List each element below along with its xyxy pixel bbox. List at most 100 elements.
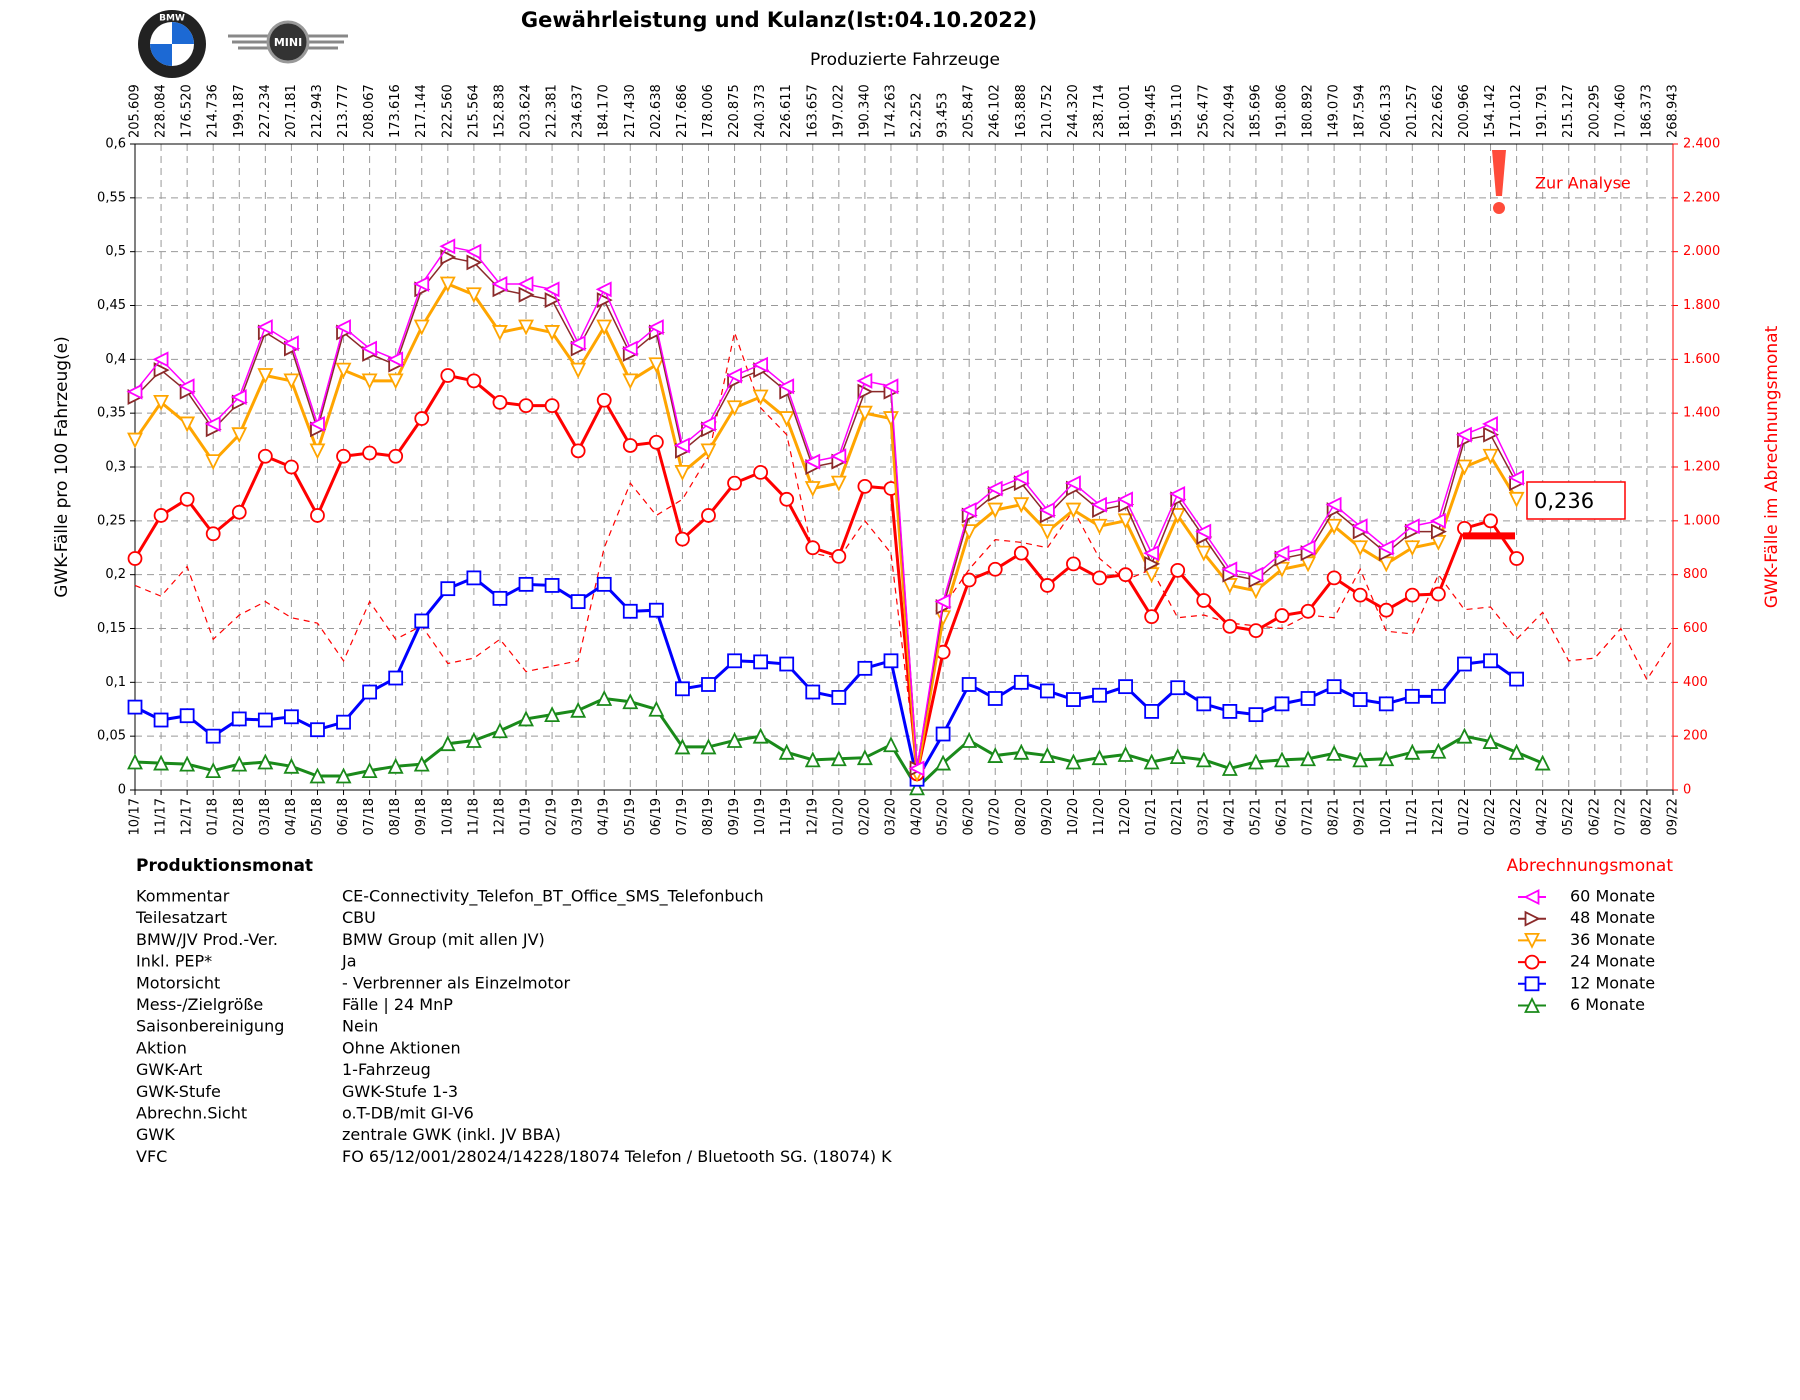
bmw-quarters [150,22,194,66]
marker [1039,578,1055,593]
x-tick-label: 02/19 [545,798,560,835]
x-tick-label: 03/20 [883,798,898,835]
info-key: Abrechn.Sicht [136,1104,247,1123]
marker [1247,583,1264,600]
production-count: 93.453 [936,93,951,139]
marker [987,502,1004,519]
marker [256,319,273,335]
marker [752,389,769,406]
marker [1524,976,1540,992]
production-count: 199.187 [232,84,247,138]
info-value: Ohne Aktionen [342,1038,461,1057]
marker [726,367,742,384]
y2-tick-label: 600 [1683,621,1708,636]
x-tick-label: 03/21 [1196,798,1211,835]
marker [1509,671,1524,687]
x-tick-label: 11/21 [1405,798,1420,835]
marker [1403,518,1420,535]
x-tick-label: 05/22 [1561,798,1576,835]
legend-label: 12 Monate [1570,973,1655,992]
info-header: Produktionsmonat [136,856,313,876]
marker [1222,704,1238,719]
marker [127,432,143,449]
marker [1352,692,1368,707]
marker [153,362,170,379]
marker [465,243,482,260]
x-tick-label: 06/18 [336,798,351,835]
production-count: 181.001 [1118,84,1133,138]
x-tick-label: 12/20 [1118,798,1133,835]
production-count: 206.133 [1379,84,1394,138]
marker [1117,745,1134,762]
y2-tick-label: 1.000 [1683,513,1720,528]
production-count: 215.127 [1561,84,1576,138]
x-tick-label: 05/18 [310,798,325,835]
marker [491,325,508,341]
y-tick-label: 0,6 [105,137,126,152]
marker [518,286,535,303]
x-tick-label: 09/18 [414,798,429,835]
marker [1144,704,1160,719]
marker [466,373,482,389]
marker [257,753,274,770]
y2-tick-label: 2.200 [1683,190,1720,205]
x-tick-label: 01/19 [519,798,534,835]
marker [1378,602,1394,618]
marker [1430,534,1447,551]
legend-label: 48 Monate [1570,908,1655,927]
production-count: 174.263 [883,84,898,138]
marker [1195,545,1212,562]
production-count: 187.594 [1353,84,1368,138]
bmw-text: BMW [159,14,185,24]
marker [440,368,456,383]
x-tick-label: 02/20 [857,798,872,835]
marker [700,443,717,460]
production-count: 200.966 [1457,84,1472,138]
production-count: 246.102 [988,84,1003,138]
info-key: Motorsicht [136,973,220,992]
marker [1300,691,1316,706]
marker [1144,555,1161,572]
production-count: 191.806 [1274,84,1289,138]
marker [1299,539,1316,556]
marker [387,373,404,390]
marker [1300,603,1316,619]
marker [1300,556,1317,573]
production-count: 217.430 [623,84,638,138]
marker [778,743,795,760]
legend-title: Abrechnungsmonat [1507,856,1674,876]
production-count: 215.564 [466,84,481,138]
marker [648,357,665,374]
marker [544,578,560,593]
info-key: GWK-Stufe [136,1082,221,1101]
marker [779,656,795,672]
marker [205,728,221,744]
marker [622,693,639,710]
y2-tick-label: 2.400 [1683,137,1720,152]
marker [727,475,742,491]
marker [1169,485,1186,502]
marker [673,437,690,454]
production-count: 180.892 [1301,84,1316,138]
mini-wings [228,34,348,50]
x-tick-label: 08/18 [388,798,403,835]
bmw-logo: BMW [138,10,206,78]
production-count: 163.657 [805,84,820,138]
marker [414,411,430,426]
marker [570,594,586,609]
x-tick-label: 01/21 [1144,798,1159,835]
marker [388,670,404,686]
production-count: 227.234 [258,84,273,138]
marker [830,475,847,492]
x-tick-label: 09/22 [1666,798,1681,835]
marker [1524,933,1540,949]
marker [961,731,978,748]
marker [805,540,821,556]
marker [465,287,482,304]
marker [231,504,247,520]
marker [491,722,508,739]
marker [987,561,1003,577]
marker [700,738,717,755]
marker [1377,539,1394,556]
info-key: BMW/JV Prod.-Ver. [136,930,278,949]
